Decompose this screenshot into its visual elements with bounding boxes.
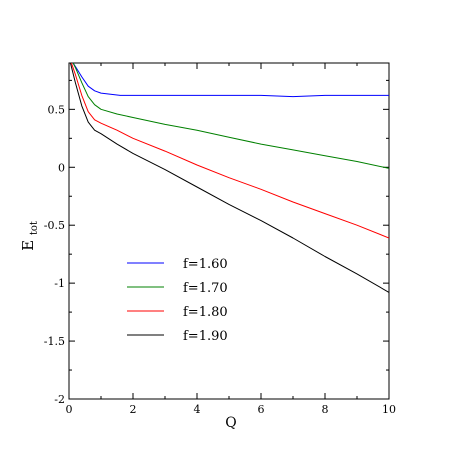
y-tick-label: -1 bbox=[54, 277, 65, 290]
y-tick-label: 0.5 bbox=[48, 103, 66, 116]
y-tick-label: -2 bbox=[54, 393, 65, 406]
series-line-2 bbox=[72, 63, 389, 169]
svg-text:E tot: E tot bbox=[19, 221, 40, 251]
x-tick-label: 2 bbox=[130, 403, 137, 416]
series-line-1 bbox=[72, 63, 389, 98]
y-tick-label: -0.5 bbox=[44, 219, 65, 232]
y-axis-label-subscript: tot bbox=[29, 221, 40, 235]
x-tick-label: 8 bbox=[322, 403, 329, 416]
legend-label: f=1.70 bbox=[183, 281, 228, 296]
y-tick-label: 0 bbox=[58, 161, 65, 174]
series-line-4 bbox=[69, 63, 389, 293]
y-axis-label-main: E bbox=[19, 240, 37, 251]
plot-frame bbox=[68, 62, 390, 400]
series-line-3 bbox=[70, 63, 389, 239]
x-tick-label: 4 bbox=[194, 403, 201, 416]
x-tick-label: 6 bbox=[258, 403, 265, 416]
y-axis-label: E tot bbox=[19, 221, 40, 251]
legend-label: f=1.80 bbox=[183, 305, 228, 320]
x-tick-label: 0 bbox=[66, 403, 73, 416]
legend: f=1.60 f=1.70 f=1.80 f=1.90 bbox=[127, 257, 228, 344]
series-lines bbox=[69, 63, 389, 293]
axis-ticks: 0 2 4 6 8 10 -2 -1.5 -1 -0.5 0 0.5 bbox=[44, 63, 396, 416]
x-tick-label: 10 bbox=[382, 403, 396, 416]
x-axis-label: Q bbox=[225, 415, 236, 431]
legend-label: f=1.60 bbox=[183, 257, 228, 272]
legend-label: f=1.90 bbox=[183, 329, 228, 344]
y-tick-label: -1.5 bbox=[44, 335, 65, 348]
